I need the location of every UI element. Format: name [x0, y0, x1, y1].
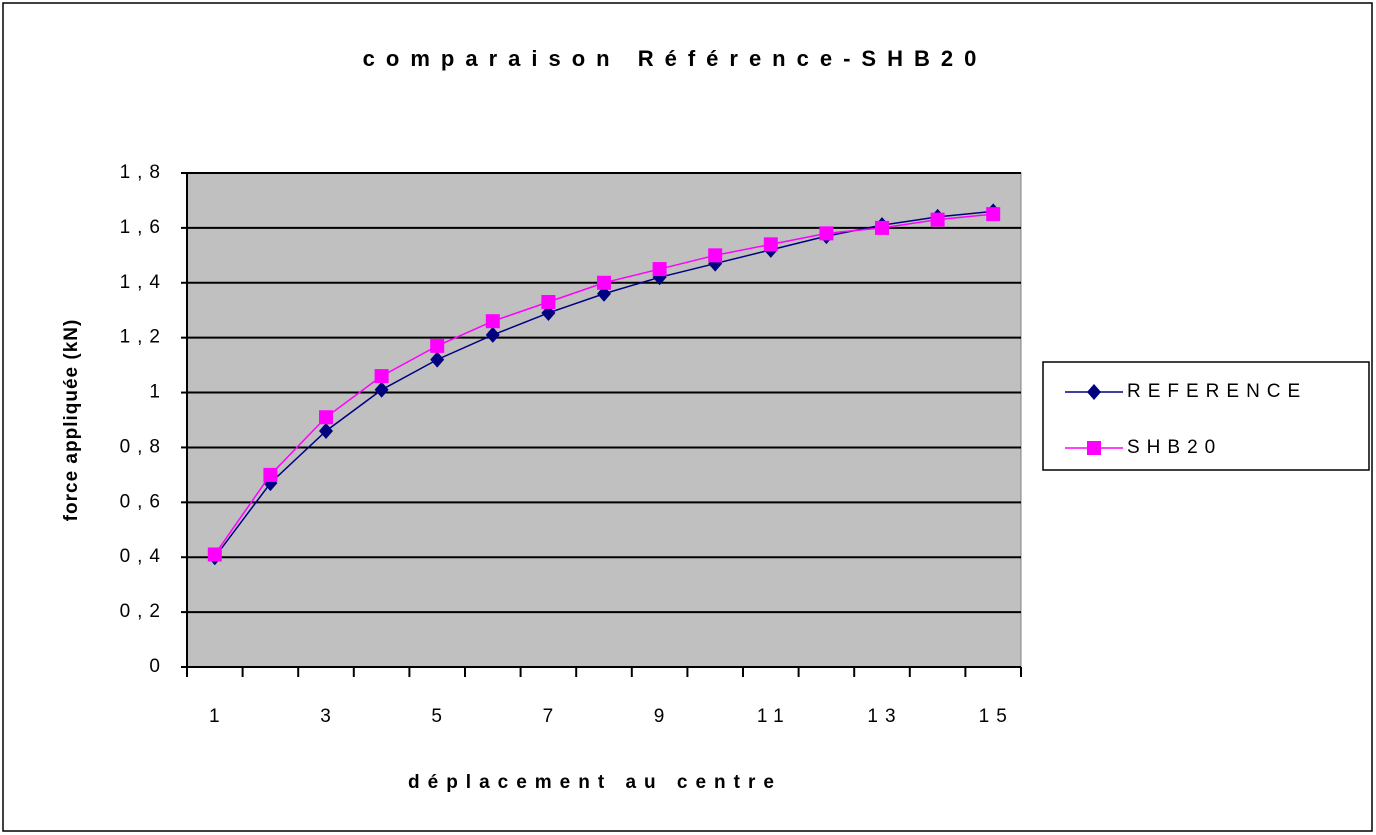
x-tick-label: 13: [867, 706, 902, 727]
data-point: [708, 248, 723, 263]
y-tick-label: 1,6: [120, 217, 167, 238]
data-point: [485, 314, 500, 329]
data-point: [430, 338, 445, 353]
x-tick-label: 7: [543, 706, 561, 727]
y-axis-label: force appliquée (kN): [61, 319, 82, 522]
data-point: [263, 467, 278, 482]
data-point: [319, 422, 333, 439]
data-point: [430, 351, 445, 368]
y-tick-label: 1,4: [120, 272, 167, 293]
y-tick-label: 0,2: [120, 601, 167, 622]
y-tick-label: 0,4: [120, 546, 167, 567]
data-point: [986, 207, 1001, 222]
data-point: [485, 326, 500, 343]
data-point: [319, 410, 333, 425]
legend-label: SHB20: [1127, 437, 1222, 458]
data-point: [819, 226, 834, 241]
data-point: [930, 212, 945, 227]
y-tick-label: 1: [149, 382, 167, 403]
data-point: [875, 220, 889, 235]
data-point: [374, 369, 389, 384]
y-tick-label: 0: [149, 656, 167, 677]
x-tick-label: 3: [320, 706, 338, 727]
data-point: [597, 275, 611, 290]
legend-label: REFERENCE: [1127, 381, 1307, 402]
x-tick-label: 5: [431, 706, 449, 727]
chart-title: comparaison Référence-SHB20: [363, 46, 988, 71]
x-axis-label: déplacement au centre: [408, 772, 782, 793]
plot-area: [186, 172, 1022, 668]
legend-marker: [1087, 441, 1101, 455]
y-tick-label: 1,8: [120, 162, 167, 183]
y-tick-label: 0,6: [120, 491, 167, 512]
data-point: [541, 294, 556, 309]
x-tick-label: 15: [979, 706, 1014, 727]
x-tick-label: 11: [757, 706, 791, 727]
x-tick-label: 1: [209, 706, 227, 727]
y-tick-label: 0,8: [120, 436, 167, 457]
x-tick-label: 9: [654, 706, 672, 727]
y-tick-label: 1,2: [120, 327, 167, 348]
data-point: [763, 237, 778, 252]
data-point: [652, 262, 667, 277]
data-point: [374, 381, 389, 398]
legend-marker: [1087, 384, 1101, 400]
data-point: [207, 547, 222, 562]
